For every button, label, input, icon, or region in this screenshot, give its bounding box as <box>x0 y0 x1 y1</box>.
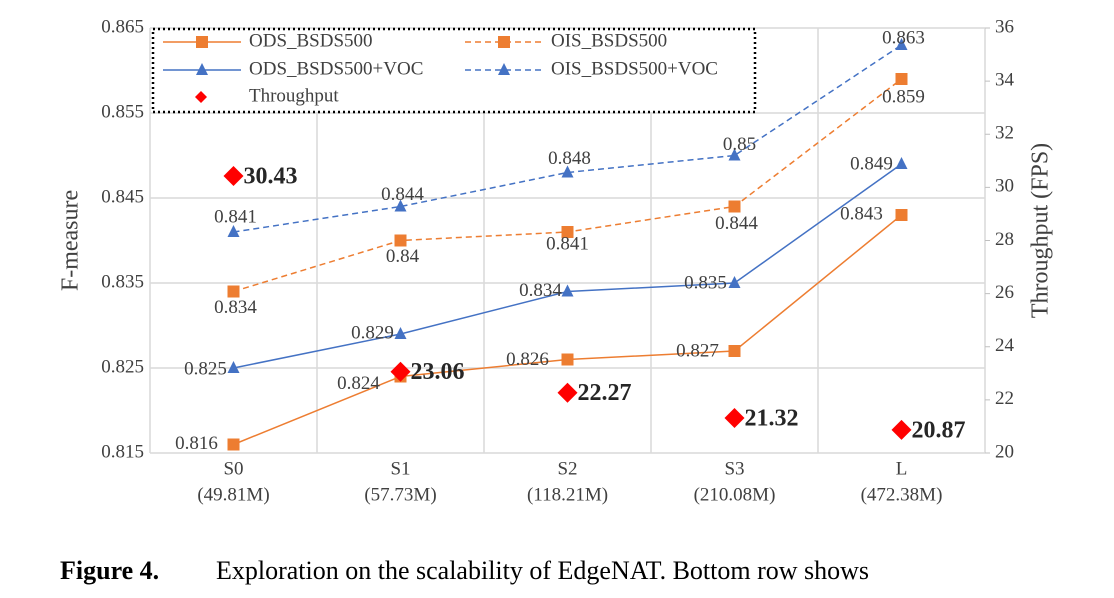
data-label: 0.816 <box>175 433 218 454</box>
data-label: 0.844 <box>715 213 758 234</box>
y2-tick-label: 30 <box>995 176 1014 197</box>
data-point <box>394 199 407 212</box>
data-point <box>561 284 574 297</box>
x-tick-param: (49.81M) <box>197 484 269 505</box>
data-label: 0.827 <box>676 340 719 361</box>
data-label: 20.87 <box>912 417 966 443</box>
data-label: 0.849 <box>850 153 893 174</box>
y-tick-label: 0.825 <box>101 356 144 377</box>
y2-tick-label: 22 <box>995 388 1014 409</box>
data-label: 30.43 <box>244 163 298 189</box>
data-point <box>394 327 407 339</box>
data-point <box>227 225 240 237</box>
data-label: 0.844 <box>381 184 424 205</box>
legend-label: Throughput <box>249 85 339 106</box>
throughput-point <box>390 361 411 382</box>
legend-box <box>151 27 757 114</box>
data-point <box>394 234 407 247</box>
data-point <box>728 200 741 213</box>
data-label: 0.85 <box>723 134 756 155</box>
y2-tick-label: 28 <box>995 229 1014 250</box>
data-label: 23.06 <box>411 359 465 385</box>
series-line <box>233 44 902 233</box>
x-tick-param: (57.73M) <box>364 484 436 505</box>
data-label: 0.848 <box>548 148 591 169</box>
data-label: 0.834 <box>519 280 562 301</box>
y-tick-label: 0.865 <box>101 16 144 37</box>
data-point <box>227 361 240 373</box>
data-label: 0.841 <box>214 206 257 227</box>
throughput-point <box>891 419 912 440</box>
legend-label: OIS_BSDS500+VOC <box>551 58 718 79</box>
legend-marker <box>498 63 510 75</box>
data-label: 22.27 <box>578 380 632 406</box>
x-tick-label: L <box>896 458 908 479</box>
y2-tick-label: 20 <box>995 441 1014 462</box>
throughput-point <box>557 382 578 403</box>
data-point <box>728 345 741 357</box>
y-tick-label: 0.855 <box>101 101 144 122</box>
data-label: 0.859 <box>882 86 925 107</box>
y2-axis-label: Throughput (FPS) <box>1028 143 1054 318</box>
y-tick-label: 0.835 <box>101 271 144 292</box>
y2-tick-label: 24 <box>995 335 1015 356</box>
data-label: 0.863 <box>882 27 925 48</box>
data-point <box>561 165 574 178</box>
data-point <box>895 38 908 50</box>
legend-label: OIS_BSDS500 <box>551 30 667 51</box>
data-point <box>895 73 908 85</box>
x-tick-param: (210.08M) <box>694 484 776 505</box>
data-point <box>561 353 574 366</box>
data-label: 0.843 <box>840 203 883 224</box>
data-point <box>227 438 240 451</box>
x-tick-label: S0 <box>223 458 243 479</box>
legend-marker <box>498 36 510 48</box>
data-point <box>895 209 908 221</box>
y-tick-label: 0.815 <box>101 441 144 462</box>
y2-tick-label: 34 <box>995 69 1015 90</box>
x-tick-param: (118.21M) <box>527 484 608 505</box>
caption-text: Exploration on the scalability of EdgeNA… <box>216 556 869 585</box>
legend-label: ODS_BSDS500 <box>249 30 373 51</box>
data-label: 0.834 <box>214 297 257 318</box>
legend-marker <box>195 91 207 103</box>
y2-tick-label: 36 <box>995 16 1014 37</box>
y2-tick-label: 32 <box>995 123 1014 144</box>
y2-tick-label: 26 <box>995 282 1014 303</box>
legend-label: ODS_BSDS500+VOC <box>249 58 423 79</box>
data-label: 0.84 <box>386 246 420 267</box>
x-tick-label: S3 <box>724 458 744 479</box>
x-tick-label: S1 <box>390 458 410 479</box>
y-tick-label: 0.845 <box>101 186 144 207</box>
data-label: 0.841 <box>546 233 589 254</box>
data-label: 0.824 <box>337 373 380 394</box>
data-label: 0.835 <box>684 272 727 293</box>
data-point <box>728 276 741 288</box>
throughput-point <box>724 407 745 428</box>
data-point <box>561 226 574 238</box>
series-line <box>233 163 902 369</box>
data-point <box>895 157 908 169</box>
y-axis-label: F-measure <box>58 190 84 291</box>
throughput-point <box>223 165 244 186</box>
data-label: 0.829 <box>351 322 394 343</box>
x-tick-label: S2 <box>557 458 577 479</box>
data-label: 21.32 <box>745 405 799 431</box>
data-point <box>728 148 741 161</box>
x-tick-param: (472.38M) <box>861 484 943 505</box>
legend-marker <box>196 63 208 75</box>
legend-marker <box>196 36 208 48</box>
data-point <box>227 285 240 298</box>
data-label: 0.825 <box>184 358 227 379</box>
caption-label: Figure 4. <box>60 556 159 585</box>
data-label: 0.826 <box>506 349 549 370</box>
